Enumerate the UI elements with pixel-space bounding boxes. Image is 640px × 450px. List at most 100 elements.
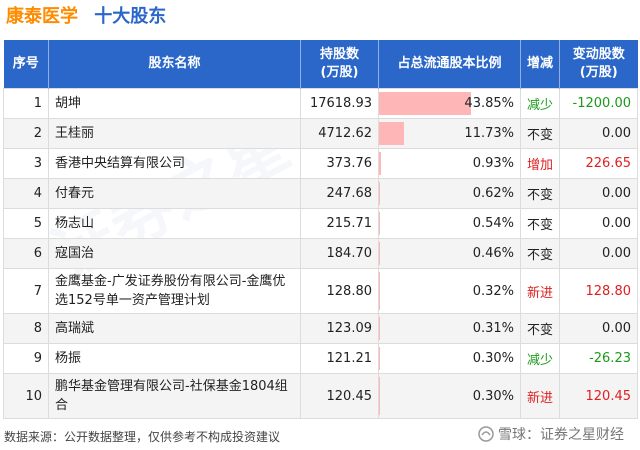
change-status: 减少 — [520, 88, 560, 119]
col-delta-line2: (万股) — [579, 65, 618, 80]
float-ratio: 0.62% — [378, 178, 521, 209]
row-index: 2 — [3, 118, 49, 149]
ratio-value: 0.30% — [472, 388, 514, 404]
table-row: 5 杨志山 215.71 0.54% 不变 0.00 — [3, 208, 638, 239]
table-row: 10 鹏华基金管理有限公司-社保基金1804组合 120.45 0.30% 新进 120.… — [3, 373, 638, 419]
table-row: 9 杨振 121.21 0.30% 减少 -26.23 — [3, 343, 638, 374]
ratio-bar — [379, 122, 404, 145]
row-index: 5 — [3, 208, 49, 239]
change-status: 新进 — [520, 268, 560, 314]
ratio-value: 0.30% — [472, 351, 514, 366]
shares-delta: 0.00 — [559, 208, 638, 239]
shares-held: 247.68 — [300, 178, 379, 209]
float-ratio: 0.54% — [378, 208, 521, 239]
page-header: 康泰医学 十大股东 — [6, 4, 166, 30]
change-status: 新进 — [520, 373, 560, 419]
change-status: 增加 — [520, 148, 560, 179]
shares-delta: -1200.00 — [559, 88, 638, 119]
shares-held: 184.70 — [300, 238, 379, 269]
col-delta-line1: 变动股数 — [572, 47, 625, 62]
col-change: 增减 — [520, 40, 560, 89]
shareholder-name: 杨志山 — [48, 208, 301, 239]
ratio-bar — [379, 182, 381, 205]
ratio-bar — [379, 152, 381, 175]
table-header-row: 序号 股东名称 持股数 (万股) 占总流通股本比例 增减 变动股数 (万股) — [3, 40, 638, 89]
ratio-value: 0.93% — [472, 156, 514, 171]
brand-text: 雪球：证券之星财经 — [498, 427, 624, 443]
table-row: 7 金鹰基金-广发证券股份有限公司-金鹰优选152号单一资产管理计划 128.80 0… — [3, 268, 638, 314]
col-index: 序号 — [3, 40, 49, 89]
shareholder-name: 寇国治 — [48, 238, 301, 269]
data-source: 数据来源：公开数据整理，仅供参考不构成投资建议 — [4, 430, 281, 444]
row-index: 3 — [3, 148, 49, 179]
shares-held: 215.71 — [300, 208, 379, 239]
shareholder-name: 胡坤 — [48, 88, 301, 119]
row-index: 10 — [3, 373, 49, 419]
shares-held: 121.21 — [300, 343, 379, 374]
page-title: 十大股东 — [94, 6, 167, 27]
shareholder-name: 王桂丽 — [48, 118, 301, 149]
brand-footer: 雪球：证券之星财经 — [478, 424, 624, 444]
change-status: 不变 — [520, 178, 560, 209]
company-name: 康泰医学 — [6, 6, 78, 27]
float-ratio: 11.73% — [378, 118, 521, 149]
change-status: 不变 — [520, 118, 560, 149]
ratio-value: 0.62% — [472, 186, 514, 201]
ratio-value: 0.32% — [472, 283, 514, 299]
col-shares: 持股数 (万股) — [300, 40, 379, 89]
shares-delta: 0.00 — [559, 178, 638, 209]
row-index: 7 — [3, 268, 49, 314]
ratio-bar — [379, 377, 380, 415]
table-row: 4 付春元 247.68 0.62% 不变 0.00 — [3, 178, 638, 209]
ratio-bar — [379, 242, 380, 265]
ratio-bar — [379, 347, 380, 370]
shares-delta: 0.00 — [559, 118, 638, 149]
row-index: 1 — [3, 88, 49, 119]
float-ratio: 0.32% — [378, 268, 521, 314]
shares-delta: 0.00 — [559, 238, 638, 269]
change-status: 不变 — [520, 238, 560, 269]
shareholder-name: 高瑞斌 — [48, 313, 301, 344]
ratio-bar — [379, 92, 472, 115]
change-status: 减少 — [520, 343, 560, 374]
shareholder-name: 鹏华基金管理有限公司-社保基金1804组合 — [48, 373, 301, 419]
snowball-icon — [478, 426, 494, 442]
shares-held: 17618.93 — [300, 88, 379, 119]
table-row: 8 高瑞斌 123.09 0.31% 不变 0.00 — [3, 313, 638, 344]
float-ratio: 0.30% — [378, 373, 521, 419]
change-status: 不变 — [520, 208, 560, 239]
shares-delta: 128.80 — [559, 268, 638, 314]
ratio-bar — [379, 317, 380, 340]
col-shares-line1: 持股数 — [319, 47, 359, 62]
row-index: 4 — [3, 178, 49, 209]
shares-held: 4712.62 — [300, 118, 379, 149]
table-row: 6 寇国治 184.70 0.46% 不变 0.00 — [3, 238, 638, 269]
change-status: 不变 — [520, 313, 560, 344]
col-delta: 变动股数 (万股) — [559, 40, 638, 89]
table-row: 3 香港中央结算有限公司 373.76 0.93% 增加 226.65 — [3, 148, 638, 179]
shareholder-name: 杨振 — [48, 343, 301, 374]
shares-delta: 226.65 — [559, 148, 638, 179]
ratio-bar — [379, 212, 381, 235]
shareholder-name: 付春元 — [48, 178, 301, 209]
float-ratio: 0.30% — [378, 343, 521, 374]
float-ratio: 43.85% — [378, 88, 521, 119]
row-index: 9 — [3, 343, 49, 374]
shareholder-name: 金鹰基金-广发证券股份有限公司-金鹰优选152号单一资产管理计划 — [48, 268, 301, 314]
float-ratio: 0.93% — [378, 148, 521, 179]
col-ratio: 占总流通股本比例 — [378, 40, 521, 89]
ratio-value: 0.46% — [472, 246, 514, 261]
table-row: 2 王桂丽 4712.62 11.73% 不变 0.00 — [3, 118, 638, 149]
shares-held: 128.80 — [300, 268, 379, 314]
shares-delta: -26.23 — [559, 343, 638, 374]
float-ratio: 0.31% — [378, 313, 521, 344]
shareholders-table: 序号 股东名称 持股数 (万股) 占总流通股本比例 增减 变动股数 (万股) 1… — [3, 40, 638, 419]
shares-delta: 120.45 — [559, 373, 638, 419]
float-ratio: 0.46% — [378, 238, 521, 269]
shareholder-name: 香港中央结算有限公司 — [48, 148, 301, 179]
col-shares-line2: (万股) — [320, 65, 359, 80]
row-index: 8 — [3, 313, 49, 344]
shares-held: 120.45 — [300, 373, 379, 419]
col-name: 股东名称 — [48, 40, 301, 89]
ratio-value: 43.85% — [464, 96, 514, 111]
